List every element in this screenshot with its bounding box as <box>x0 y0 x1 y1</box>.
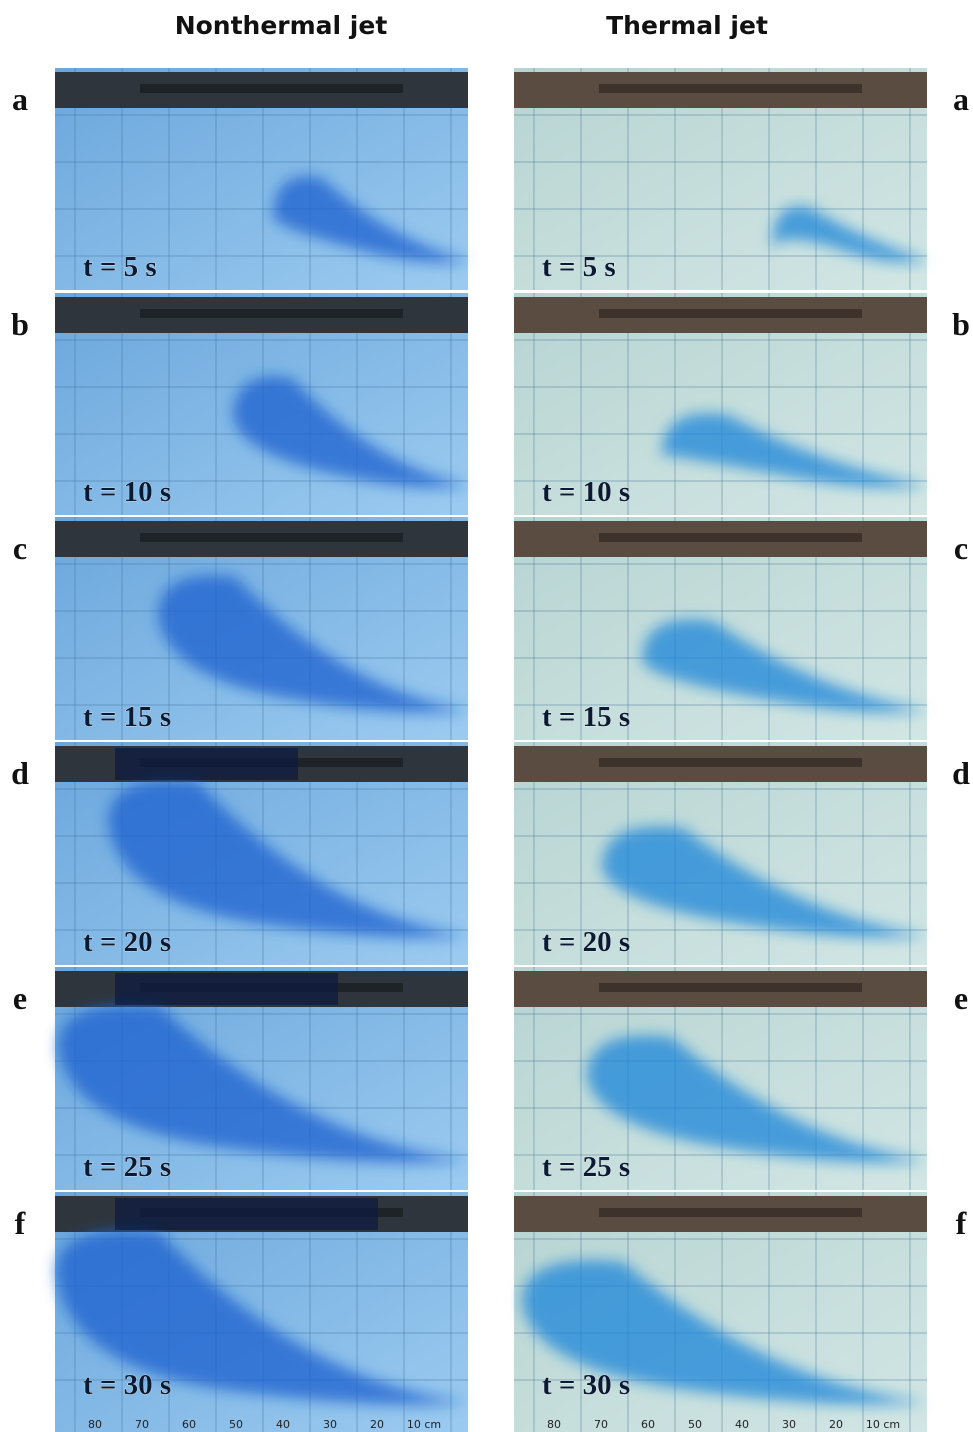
photo <box>514 68 927 290</box>
photo <box>514 742 927 965</box>
time-label: t = 5 s <box>83 251 157 283</box>
dye-plume <box>56 1230 468 1405</box>
column-title: Thermal jet <box>606 11 768 40</box>
photo <box>514 293 927 515</box>
time-label: t = 25 s <box>83 1151 171 1183</box>
scale-label: 60 <box>641 1418 655 1431</box>
tube-inner <box>599 758 862 767</box>
panel-letter: e <box>954 980 968 1016</box>
time-label: t = 15 s <box>83 701 171 733</box>
scale-label: 80 <box>88 1418 102 1431</box>
panel-letter: c <box>13 530 27 566</box>
scale-label: 10 cm <box>407 1418 441 1431</box>
panel-letter: f <box>956 1205 967 1241</box>
panel-letter: d <box>952 755 970 791</box>
time-label: t = 20 s <box>542 926 630 958</box>
panel-letter: d <box>11 755 29 791</box>
time-label: t = 25 s <box>542 1151 630 1183</box>
panel-letter: a <box>953 81 969 117</box>
photo <box>55 517 468 740</box>
dye-plume <box>642 619 927 713</box>
tube-inner <box>599 533 862 542</box>
time-label: t = 10 s <box>542 476 630 508</box>
scale-label: 50 <box>688 1418 702 1431</box>
time-label: t = 15 s <box>542 701 630 733</box>
photo <box>55 1192 468 1432</box>
panel-letter: a <box>12 81 28 117</box>
time-label: t = 10 s <box>83 476 171 508</box>
panel-letter: b <box>952 306 970 342</box>
photo <box>514 517 927 740</box>
column-title: Nonthermal jet <box>175 11 388 40</box>
time-label: t = 20 s <box>83 926 171 958</box>
time-label: t = 5 s <box>542 251 616 283</box>
scale-label: 80 <box>547 1418 561 1431</box>
dye-plume <box>587 1035 927 1163</box>
tube-inner <box>599 84 862 93</box>
tube-inner <box>140 309 403 318</box>
time-label: t = 30 s <box>542 1369 630 1401</box>
scale-label: 10 cm <box>866 1418 900 1431</box>
scale-label: 40 <box>276 1418 290 1431</box>
scale-label: 20 <box>370 1418 384 1431</box>
scale-label: 20 <box>829 1418 843 1431</box>
panel-letter: e <box>13 980 27 1016</box>
scale-label: 60 <box>182 1418 196 1431</box>
dye-plume <box>108 780 468 938</box>
tube-inner <box>599 1208 862 1217</box>
photo <box>55 293 468 515</box>
time-label: t = 30 s <box>83 1369 171 1401</box>
dye-in-tube <box>115 1198 378 1230</box>
dye-in-tube <box>115 973 338 1005</box>
photo <box>55 967 468 1190</box>
dye-plume <box>273 176 468 263</box>
dye-plume <box>158 575 468 713</box>
dye-plume <box>58 1005 468 1163</box>
dye-plume <box>602 826 927 938</box>
scale-label: 50 <box>229 1418 243 1431</box>
dye-plume <box>522 1260 927 1405</box>
scale-label: 30 <box>782 1418 796 1431</box>
photo <box>514 1192 927 1432</box>
photo <box>514 967 927 1190</box>
dye-plume <box>662 413 927 488</box>
photo <box>55 742 468 965</box>
dye-in-tube <box>115 748 298 780</box>
tube-inner <box>599 309 862 318</box>
panel-letter: c <box>954 530 968 566</box>
scale-label: 70 <box>135 1418 149 1431</box>
panel-letter: b <box>11 306 29 342</box>
dye-plume <box>233 376 468 488</box>
scale-label: 30 <box>323 1418 337 1431</box>
tube-inner <box>140 533 403 542</box>
panel-letter: f <box>15 1205 26 1241</box>
dye-plume <box>772 206 927 263</box>
photo <box>55 68 468 290</box>
tube-inner <box>140 84 403 93</box>
scale-label: 40 <box>735 1418 749 1431</box>
tube-inner <box>599 983 862 992</box>
scale-label: 70 <box>594 1418 608 1431</box>
